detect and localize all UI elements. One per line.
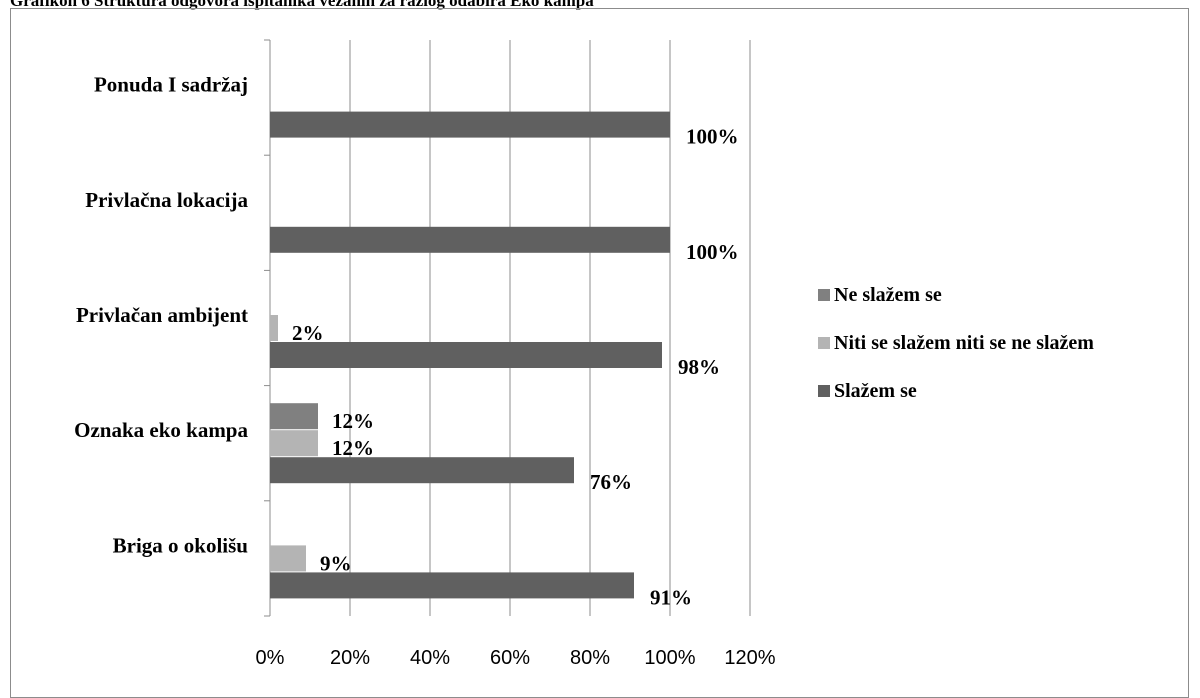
data-label: 98% xyxy=(678,355,720,379)
category-label: Oznaka eko kampa xyxy=(74,418,248,442)
data-label: 100% xyxy=(686,125,739,149)
data-label: 100% xyxy=(686,240,739,264)
bar xyxy=(270,572,634,599)
bar xyxy=(270,111,670,138)
bar xyxy=(270,226,670,253)
data-label: 91% xyxy=(650,585,692,609)
data-label: 76% xyxy=(590,470,632,494)
x-tick-label: 60% xyxy=(490,647,530,669)
bar xyxy=(270,342,662,368)
x-axis-tick-labels: 0% 20% 40% 60% 80% 100% 120% xyxy=(256,647,776,669)
legend-swatch xyxy=(818,337,830,349)
category-label: Briga o okolišu xyxy=(113,533,249,557)
x-tick-label: 80% xyxy=(570,647,610,669)
legend-entry: Slažem se xyxy=(834,380,917,402)
category-label: Ponuda I sadržaj xyxy=(94,73,248,97)
x-tick-label: 0% xyxy=(256,647,285,669)
bar-chart: 9% 91% 12% 12% 76% 2% 98% 100% 100% Briga o okol… xyxy=(74,39,1094,669)
x-tick-label: 120% xyxy=(724,647,775,669)
legend-entry: Ne slažem se xyxy=(834,284,942,306)
gridlines xyxy=(349,40,751,616)
data-label: 12% xyxy=(332,436,374,460)
bar xyxy=(270,430,318,457)
x-tick-label: 20% xyxy=(330,647,370,669)
data-labels: 9% 91% 12% 12% 76% 2% 98% 100% 100% xyxy=(292,125,739,610)
data-label: 12% xyxy=(332,409,374,433)
legend-swatch xyxy=(818,385,830,397)
bar xyxy=(270,403,318,430)
category-label: Privlačna lokacija xyxy=(85,188,248,212)
legend-swatch xyxy=(818,289,830,301)
legend-entry: Niti se slažem niti se ne slažem xyxy=(834,332,1094,354)
chart-caption: Grafikon 6 Struktura odgovora ispitanika… xyxy=(10,0,594,10)
category-labels: Briga o okolišu Oznaka eko kampa Privlačan… xyxy=(74,73,248,558)
y-axis xyxy=(264,39,271,617)
bar xyxy=(270,545,306,572)
bars xyxy=(270,111,670,599)
x-tick-label: 40% xyxy=(410,647,450,669)
data-label: 9% xyxy=(320,551,352,575)
x-tick-label: 100% xyxy=(644,647,695,669)
legend: Ne slažem se Niti se slažem niti se ne sl… xyxy=(818,284,1094,402)
category-label: Privlačan ambijent xyxy=(76,303,248,327)
bar xyxy=(270,315,278,341)
bar xyxy=(270,457,574,484)
data-label: 2% xyxy=(292,321,324,345)
